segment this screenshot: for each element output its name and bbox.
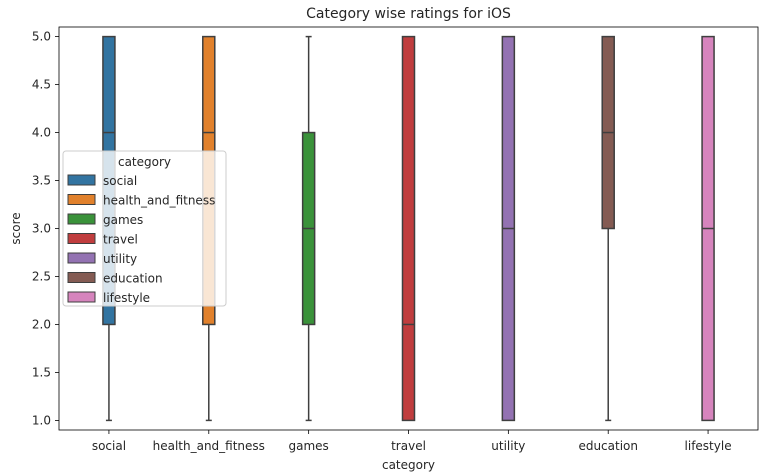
x-tick-label: health_and_fitness: [153, 439, 265, 453]
y-tick-label: 3.0: [32, 222, 51, 236]
legend-swatch: [67, 213, 96, 225]
y-tick-label: 2.0: [32, 317, 51, 331]
legend-swatch: [67, 252, 96, 264]
x-tick-label: games: [288, 439, 328, 453]
legend-item-education: education: [67, 272, 163, 286]
legend-item-health-and-fitness: health_and_fitness: [67, 194, 215, 208]
legend-item-social: social: [67, 174, 137, 188]
iqr-box: [401, 35, 416, 422]
legend-item-travel: travel: [67, 233, 138, 247]
x-tick-label: travel: [391, 439, 426, 453]
box-utility: [501, 35, 516, 422]
legend-title: category: [118, 155, 171, 169]
legend-swatch: [67, 272, 96, 283]
x-tick-label: social: [92, 439, 126, 453]
legend-item-utility: utility: [67, 252, 137, 266]
legend-label: utility: [103, 252, 137, 266]
y-tick-label: 4.0: [32, 126, 51, 140]
y-tick-label: 4.5: [32, 78, 51, 92]
x-axis: social health_and_fitness games travel utili…: [92, 430, 732, 453]
y-tick-label: 2.5: [32, 269, 51, 283]
chart-title: Category wise ratings for iOS: [306, 6, 511, 22]
y-tick-label: 1.0: [32, 413, 51, 427]
legend-swatch: [67, 194, 96, 205]
legend-label: travel: [103, 233, 138, 247]
legend-label: education: [103, 272, 163, 286]
y-tick-label: 1.5: [32, 365, 51, 379]
box-games: [301, 35, 316, 422]
x-tick-label: lifestyle: [685, 439, 732, 453]
box-lifestyle: [701, 35, 715, 422]
y-axis: 1.0 1.5 2.0 2.5 3.0 3.5 4.0 4.5 5.0: [32, 30, 59, 427]
y-tick-label: 5.0: [32, 30, 51, 44]
legend-item-games: games: [67, 213, 143, 227]
legend-swatch: [67, 291, 96, 303]
legend-item-lifestyle: lifestyle: [67, 291, 150, 305]
box-travel: [401, 35, 416, 422]
legend-label: health_and_fitness: [103, 194, 215, 208]
legend-label: lifestyle: [103, 291, 150, 305]
y-tick-label: 3.5: [32, 174, 51, 188]
legend-label: games: [103, 213, 143, 227]
y-axis-label: score: [9, 212, 23, 244]
box-education: [601, 35, 615, 422]
legend-label: social: [103, 174, 137, 188]
legend-box: [62, 150, 227, 307]
x-tick-label: education: [578, 439, 638, 453]
x-axis-label: category: [382, 458, 435, 472]
legend-swatch: [67, 233, 96, 244]
x-tick-label: utility: [491, 439, 525, 453]
legend-swatch: [67, 174, 96, 186]
